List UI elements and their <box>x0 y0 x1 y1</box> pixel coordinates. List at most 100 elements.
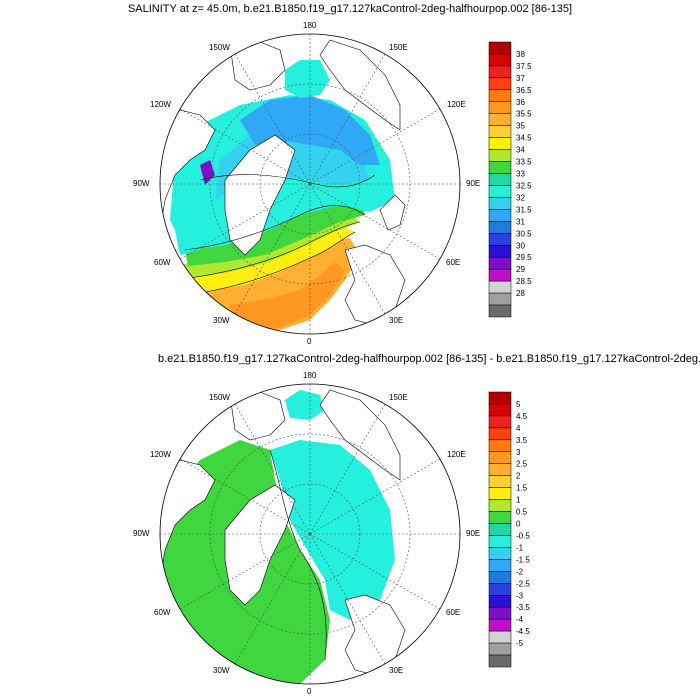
colorbar-swatch <box>488 595 512 608</box>
colorbar-swatch <box>488 487 512 500</box>
panel1-lon-90w: 90W <box>133 179 150 188</box>
panel1-lon-60e: 60E <box>446 258 461 267</box>
colorbar-tick-label: 34 <box>516 146 525 155</box>
panel1-lon-150e: 150E <box>389 43 408 52</box>
land-siberia-2 <box>319 389 401 481</box>
colorbar-swatch <box>488 149 512 162</box>
colorbar-swatch <box>488 475 512 488</box>
colorbar-tick-label: 30.5 <box>516 229 532 238</box>
colorbar-swatch <box>488 511 512 524</box>
land-novaya-zemlya <box>379 194 406 231</box>
colorbar-swatch <box>488 415 512 429</box>
colorbar-swatch <box>488 292 512 306</box>
panel1-map <box>159 33 461 335</box>
panel2-lon-150e: 150E <box>389 393 408 402</box>
colorbar-swatch <box>488 439 512 453</box>
colorbar-tick-label: 3 <box>516 448 521 457</box>
colorbar-tick-label: 36 <box>516 98 525 107</box>
colorbar-tick-label: 33.5 <box>516 158 532 167</box>
colorbar-swatch <box>488 606 512 620</box>
panel1-lon-90e: 90E <box>466 179 481 188</box>
salinity-region-atlantic-core <box>230 262 345 332</box>
colorbar-swatch <box>488 125 512 138</box>
colorbar-tick-label: -1.5 <box>516 555 530 564</box>
colorbar-tick-label: 32.5 <box>516 181 532 190</box>
colorbar-swatch <box>488 427 512 441</box>
colorbar-tick-label: 4 <box>516 424 521 433</box>
colorbar-tick-label: 29 <box>516 265 525 274</box>
colorbar-swatch <box>488 463 512 476</box>
panel2-lon-60w: 60W <box>154 608 171 617</box>
colorbar-swatch <box>488 41 512 55</box>
colorbar-tick-label: -3.5 <box>516 603 530 612</box>
panel1-lon-150w: 150W <box>209 43 230 52</box>
colorbar-swatch <box>488 89 512 103</box>
colorbar-swatch <box>488 403 512 417</box>
salinity-region-hudson <box>175 225 205 255</box>
colorbar-tick-label: 34.5 <box>516 134 532 143</box>
colorbar-tick-label: -0.5 <box>516 531 530 540</box>
anomaly-region-pacific-cyan <box>285 390 325 420</box>
panel2-lon-90w: 90W <box>133 529 150 538</box>
colorbar-tick-label: 28.5 <box>516 277 532 286</box>
colorbar-tick-label: 2 <box>516 472 521 481</box>
colorbar-swatch <box>488 245 512 258</box>
panel1-lon-30w: 30W <box>213 316 230 325</box>
colorbar-tick-label: 30 <box>516 241 525 250</box>
colorbar-swatch <box>488 583 512 596</box>
panel2-lon-60e: 60E <box>446 608 461 617</box>
colorbar-swatch <box>488 185 512 198</box>
colorbar-swatch <box>488 77 512 91</box>
colorbar-swatch <box>488 654 512 668</box>
panel1-lon-120w: 120W <box>150 100 171 109</box>
colorbar-tick-label: 2.5 <box>516 460 528 469</box>
panel1-lon-60w: 60W <box>154 258 171 267</box>
colorbar-swatch <box>488 268 512 282</box>
panel1-lon-120e: 120E <box>447 100 466 109</box>
colorbar-tick-label: -1 <box>516 543 524 552</box>
colorbar-tick-label: 1.5 <box>516 484 528 493</box>
panel2-lon-150w: 150W <box>209 393 230 402</box>
panel1-lon-180: 180 <box>303 21 317 30</box>
colorbar-swatch <box>488 221 512 234</box>
panel2-lon-90e: 90E <box>466 529 481 538</box>
panel2-colorbar: 5 4.5 4 3.5 3 2.5 2 1.5 1 0.5 0 -0.5 -1 -1.5 -2 -2.5 -3 -… <box>488 391 530 668</box>
colorbar-swatch <box>488 630 512 644</box>
colorbar-swatch <box>488 65 512 79</box>
colorbar-swatch <box>488 391 512 405</box>
panel2-map <box>159 383 461 685</box>
colorbar-tick-label: 0 <box>516 520 521 529</box>
panel2-lon-30w: 30W <box>213 666 230 675</box>
panel2-lon-120e: 120E <box>447 450 466 459</box>
colorbar-tick-label: 31.5 <box>516 205 532 214</box>
colorbar-swatch <box>488 173 512 186</box>
panel2-lon-30e: 30E <box>389 666 404 675</box>
land-siberia <box>319 39 401 131</box>
colorbar-tick-label: 35 <box>516 122 525 131</box>
colorbar-swatch <box>488 535 512 548</box>
colorbar-tick-label: 32 <box>516 193 525 202</box>
colorbar-tick-label: 3.5 <box>516 436 528 445</box>
colorbar-tick-label: -5 <box>516 639 524 648</box>
colorbar-swatch <box>488 499 512 512</box>
colorbar-swatch <box>488 161 512 174</box>
colorbar-tick-label: -2.5 <box>516 579 530 588</box>
colorbar-tick-label: -4.5 <box>516 627 530 636</box>
colorbar-tick-label: 29.5 <box>516 253 532 262</box>
panel2-lon-0: 0 <box>307 687 312 696</box>
panel2-title: b.e21.B1850.f19_g17.127kaControl-2deg-ha… <box>158 353 700 365</box>
colorbar-tick-label: 5 <box>516 400 521 409</box>
panel1-lon-30e: 30E <box>389 316 404 325</box>
colorbar-swatch <box>488 101 512 114</box>
colorbar-tick-label: 1 <box>516 496 521 505</box>
salinity-band-green <box>185 200 365 266</box>
colorbar-swatch <box>488 256 512 270</box>
panel1-title: SALINITY at z= 45.0m, b.e21.B1850.f19_g1… <box>127 3 573 15</box>
colorbar-swatch <box>488 233 512 246</box>
colorbar-swatch <box>488 280 512 294</box>
colorbar-tick-label: 35.5 <box>516 110 532 119</box>
colorbar-swatch <box>488 113 512 126</box>
panel2-lon-180: 180 <box>303 371 317 380</box>
colorbar-tick-label: 36.5 <box>516 86 532 95</box>
